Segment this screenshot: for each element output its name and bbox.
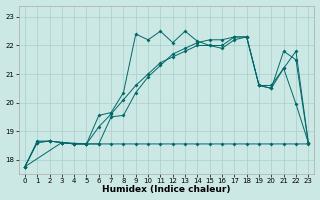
X-axis label: Humidex (Indice chaleur): Humidex (Indice chaleur) bbox=[102, 185, 231, 194]
